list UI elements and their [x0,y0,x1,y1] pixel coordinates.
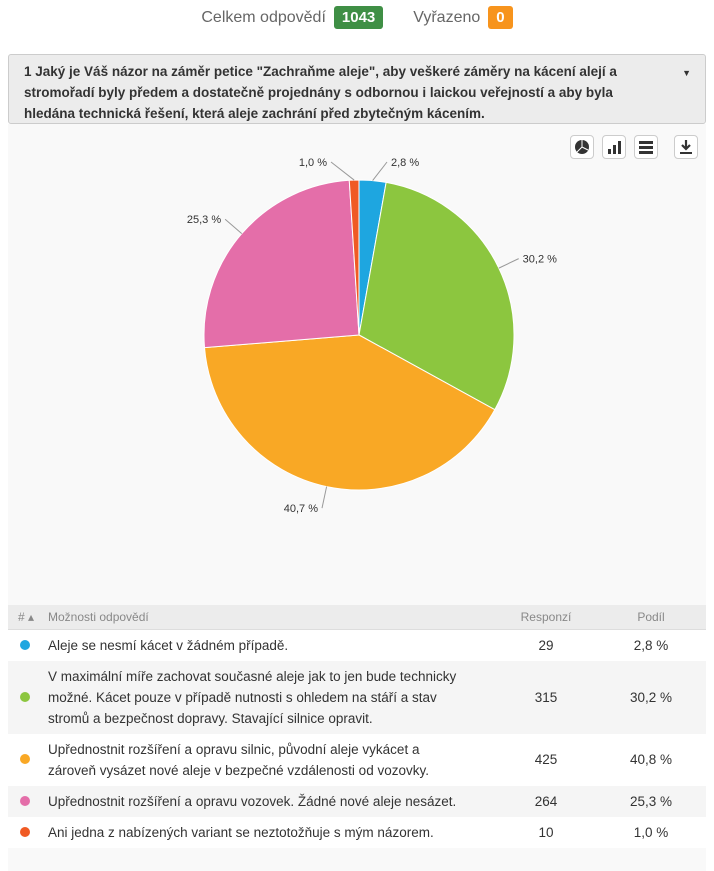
responses-count: 10 [496,816,596,848]
results-panel: 2,8 % 30,2 % 40,7 % 25,3 % 1,0 % # ▴ Možnost… [8,124,706,871]
share-percent: 40,8 % [596,733,706,786]
table-row: Aleje se nesmí kácet v žádném případě. 2… [8,629,706,661]
table-row: Upřednostnit rozšíření a opravu vozovek.… [8,785,706,817]
legend-dot [20,795,30,806]
label-connector [330,161,355,181]
excluded-badge: 0 [488,6,513,29]
question-header[interactable]: 1 Jaký je Váš názor na záměr petice "Zac… [8,54,706,124]
pie-chart: 2,8 % 30,2 % 40,7 % 25,3 % 1,0 % [187,157,557,515]
responses-count: 425 [496,733,596,786]
label-connector [498,258,519,269]
results-table: # ▴ Možnosti odpovědí Responzí Podíl Ale… [8,605,706,848]
share-percent: 30,2 % [596,660,706,734]
responses-count: 264 [496,785,596,817]
total-badge: 1043 [333,6,384,29]
excluded-label: Vyřazeno [413,8,481,26]
pie-slice[interactable] [358,181,515,411]
answer-text: Ani jedna z nabízených variant se neztot… [48,816,496,848]
download-icon[interactable] [674,135,698,159]
share-percent: 2,8 % [596,629,706,661]
total-label: Celkem odpovědí [201,8,326,26]
answer-text: Aleje se nesmí kácet v žádném případě. [48,629,496,661]
table-row: Ani jedna z nabízených variant se neztot… [8,816,706,848]
data-label: 1,0 % [299,157,327,169]
table-row: V maximální míře zachovat současné aleje… [8,660,706,734]
answer-text: Upřednostnit rozšíření a opravu vozovek.… [48,785,496,817]
share-percent: 1,0 % [596,816,706,848]
share-header[interactable]: Podíl [596,605,706,630]
label-connector [321,486,328,509]
responses-count: 315 [496,660,596,734]
sort-number-header[interactable]: # ▴ [8,605,48,630]
answer-text: Upřednostnit rozšíření a opravu silnic, … [48,733,496,786]
label-connector [372,161,388,181]
stats-bar: Celkem odpovědí 1043 Vyřazeno 0 [0,6,714,29]
legend-dot [20,754,30,764]
question-text: 1 Jaký je Váš názor na záměr petice "Zac… [24,64,617,121]
table-row: Upřednostnit rozšíření a opravu silnic, … [8,733,706,786]
bar-chart-icon[interactable] [602,135,626,159]
responses-header[interactable]: Responzí [496,605,596,630]
data-label: 40,7 % [284,503,318,515]
data-label: 25,3 % [187,214,221,226]
answer-header[interactable]: Možnosti odpovědí [48,605,496,630]
share-percent: 25,3 % [596,785,706,817]
pie-chart-icon[interactable] [570,135,594,159]
responses-count: 29 [496,629,596,661]
legend-dot [20,826,30,837]
pie-slice[interactable] [203,179,360,349]
table-view-icon[interactable] [634,135,658,159]
label-connector [224,218,243,234]
legend-dot [20,691,30,702]
answer-text: V maximální míře zachovat současné aleje… [48,660,496,734]
data-label: 2,8 % [391,157,419,169]
caret-down-icon[interactable]: ▼ [682,68,691,78]
pie-slice[interactable] [203,334,496,491]
legend-dot [20,639,30,650]
data-label: 30,2 % [523,254,557,266]
